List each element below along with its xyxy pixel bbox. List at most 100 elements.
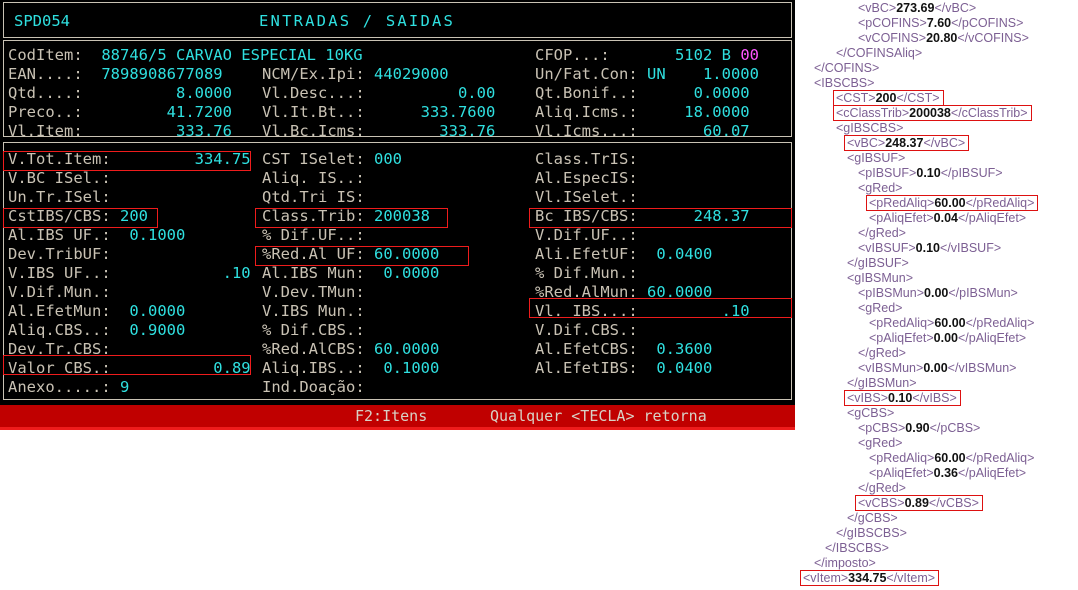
screen-title: ENTRADAS / SAIDAS xyxy=(259,12,456,30)
field-label: V.Dif.Mun.: xyxy=(8,283,111,301)
xml-tag: <gRed> xyxy=(858,301,903,315)
xml-tag: </pCBS> xyxy=(929,421,981,435)
field-value: 60.0000 xyxy=(364,340,440,358)
field-value: 333.76 xyxy=(101,122,232,140)
xml-tag: </COFINSAliq> xyxy=(836,46,923,60)
field-label: Dev.Tr.CBS: xyxy=(8,340,111,358)
xml-tag: <pRedAliq> xyxy=(869,451,935,465)
xml-line: <gIBSUF> xyxy=(847,151,905,166)
xml-value: 0.10 xyxy=(915,241,941,255)
xml-tag: <pIBSMun> xyxy=(858,286,925,300)
xml-tag: <gRed> xyxy=(858,181,903,195)
field-label: Vl.Bc.Icms: xyxy=(262,122,374,140)
xml-tag: <pIBSUF> xyxy=(858,166,917,180)
xml-value: 60.00 xyxy=(934,196,966,210)
tax-field-row: Anexo.....: 9 Ind.Doação: xyxy=(0,378,795,397)
xml-value: 334.75 xyxy=(848,571,887,585)
field-label: V.BC ISel.: xyxy=(8,169,111,187)
item-header-box xyxy=(3,40,792,137)
field-value: 334.75 xyxy=(110,150,251,168)
xml-tag: </vBC> xyxy=(934,1,977,15)
xml-line: <pAliqEfet>0.04</pAliqEfet> xyxy=(869,211,1026,226)
field-label: Al.EfetCBS: xyxy=(535,340,638,358)
xml-tag: </pIBSMun> xyxy=(948,286,1018,300)
xml-tag: </gIBSCBS> xyxy=(836,526,907,540)
xml-line: <pCBS>0.90</pCBS> xyxy=(858,421,980,436)
xml-line: <vCOFINS>20.80</vCOFINS> xyxy=(858,31,1029,46)
field-label: V.Dif.CBS.: xyxy=(535,321,638,339)
xml-line: <gIBSMun> xyxy=(847,271,913,286)
field-value: 60.07 xyxy=(646,122,750,140)
xml-line: <pIBSUF>0.10</pIBSUF> xyxy=(858,166,1003,181)
field-value: .10 xyxy=(110,264,251,282)
xml-line: <vIBS>0.10</vIBS> xyxy=(847,391,957,406)
field-label: EAN....: xyxy=(8,65,102,83)
field-value: 60.0000 xyxy=(637,283,713,301)
field-label: Qtd....: xyxy=(8,84,102,102)
field-label: Ali.EfetUF: xyxy=(535,245,638,263)
tax-detail-box xyxy=(3,142,792,400)
xml-tag: </pRedAliq> xyxy=(965,451,1035,465)
xml-value: 60.00 xyxy=(934,316,966,330)
field-label: V.IBS Mun.: xyxy=(262,302,365,320)
xml-tag: </gRed> xyxy=(858,481,906,495)
field-value: 0.0000 xyxy=(364,264,440,282)
field-label: Un/Fat.Con: xyxy=(535,65,647,83)
tax-field-row: Un.Tr.ISel: Qtd.Tri IS: Vl.ISelet.: xyxy=(0,188,795,207)
field-label: Bc IBS/CBS: xyxy=(535,207,638,225)
xml-value: 0.00 xyxy=(933,331,958,345)
field-label: V.Dif.UF..: xyxy=(535,226,638,244)
xml-tag: <gIBSMun> xyxy=(847,271,914,285)
field-label: %Red.AlCBS: xyxy=(262,340,365,358)
field-value: 0.0400 xyxy=(637,245,713,263)
xml-line: </gCBS> xyxy=(847,511,898,526)
field-label: Al.EspecIS: xyxy=(535,169,638,187)
tax-field-row: Al.IBS UF.: 0.1000 % Dif.UF..: V.Dif.UF..: xyxy=(0,226,795,245)
xml-line: <pIBSMun>0.00</pIBSMun> xyxy=(858,286,1018,301)
xml-tag: <vBC> xyxy=(858,1,897,15)
field-label: V.Dev.TMun: xyxy=(262,283,365,301)
status-f2-hint[interactable]: F2:Itens xyxy=(355,407,428,425)
field-label: Valor CBS.: xyxy=(8,359,111,377)
xml-line: <gIBSCBS> xyxy=(836,121,903,136)
header-row: Qtd....: 8.0000 Vl.Desc...: 0.00 Qt.Bonif.… xyxy=(0,84,795,103)
field-value: 0.00 xyxy=(373,84,496,102)
xml-tag: </gIBSUF> xyxy=(847,256,909,270)
xml-line: <CST>200</CST> xyxy=(836,91,940,106)
field-value: 9 xyxy=(110,378,130,396)
xml-tag: <vCBS> xyxy=(858,496,905,510)
field-value: 7898908677089 xyxy=(101,65,223,83)
field-label: %Red.AlMun: xyxy=(535,283,638,301)
xml-value: 7.60 xyxy=(926,16,952,30)
tax-field-row: V.BC ISel.: Aliq. IS..: Al.EspecIS: xyxy=(0,169,795,188)
field-value: 0.1000 xyxy=(364,359,440,377)
xml-line: </gRed> xyxy=(858,346,906,361)
xml-tag: <vIBSMun> xyxy=(858,361,924,375)
xml-tag: <vCOFINS> xyxy=(858,31,927,45)
field-label: CFOP...: xyxy=(535,46,647,64)
xml-tag: </cClassTrib> xyxy=(950,106,1028,120)
xml-tag: </vBC> xyxy=(923,136,966,150)
field-value: 5102 B xyxy=(646,46,731,64)
xml-tag: </gRed> xyxy=(858,346,906,360)
tax-field-row: Aliq.CBS..: 0.9000 % Dif.CBS.: V.Dif.CBS.: xyxy=(0,321,795,340)
status-bar: F2:Itens Qualquer <TECLA> retorna xyxy=(0,405,795,427)
header-row: EAN....: 7898908677089 NCM/Ex.Ipi: 440290… xyxy=(0,65,795,84)
field-value: 44029000 xyxy=(373,65,449,83)
field-label: CstIBS/CBS: xyxy=(8,207,111,225)
field-label: Al.EfetMun: xyxy=(8,302,111,320)
xml-line: </gRed> xyxy=(858,226,906,241)
xml-tag: <IBSCBS> xyxy=(814,76,875,90)
xml-tag: <vIBS> xyxy=(847,391,888,405)
xml-tag: <pCBS> xyxy=(858,421,906,435)
xml-tag: </vItem> xyxy=(886,571,936,585)
field-value: 0.0400 xyxy=(637,359,713,377)
xml-value: 0.00 xyxy=(924,286,949,300)
field-label: % Dif.Mun.: xyxy=(535,264,638,282)
xml-tag: </vIBS> xyxy=(912,391,957,405)
xml-line: </gIBSMun> xyxy=(847,376,917,391)
xml-tag: <pAliqEfet> xyxy=(869,466,934,480)
xml-line: <pRedAliq>60.00</pRedAliq> xyxy=(869,196,1034,211)
xml-tag: <pRedAliq> xyxy=(869,196,935,210)
xml-value: 20.80 xyxy=(926,31,958,45)
